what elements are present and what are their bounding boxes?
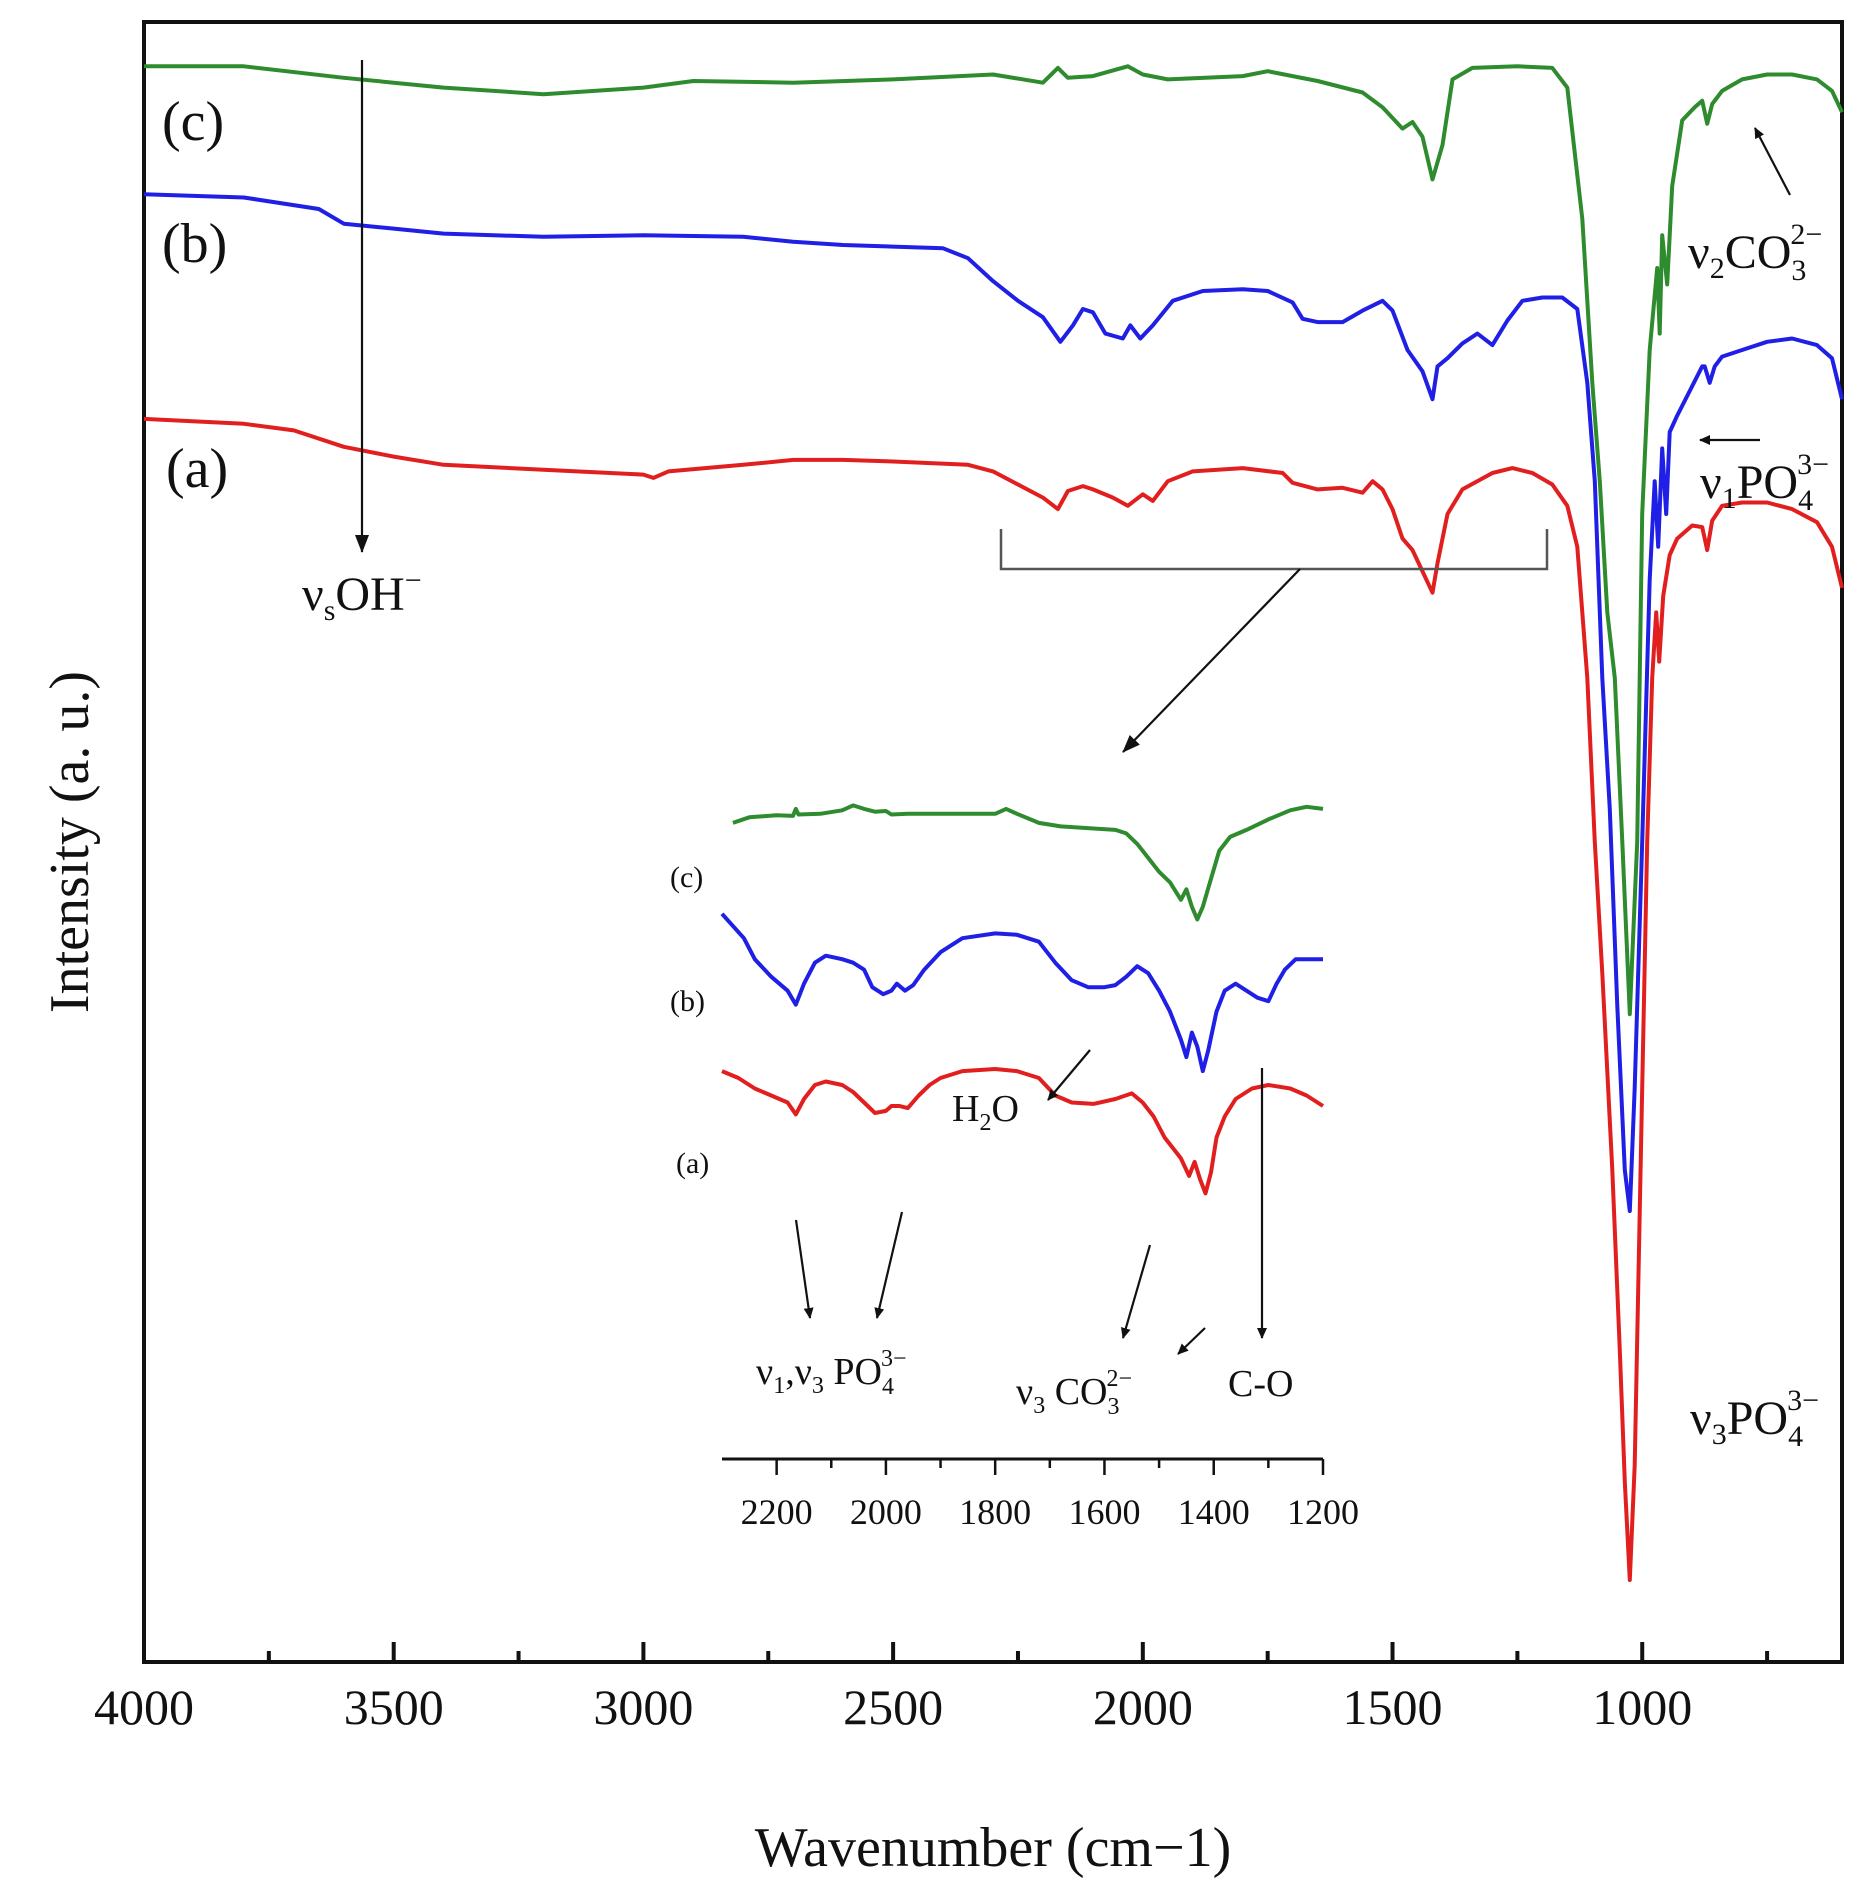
co3-inset-arrow-1 <box>1120 1244 1152 1339</box>
inset-x-tick-label: 1600 <box>1068 1492 1140 1532</box>
inset-label-a: (a) <box>676 1147 709 1180</box>
inset-x-tick-label: 1800 <box>959 1492 1031 1532</box>
x-tick-label: 3500 <box>344 1679 444 1735</box>
x-tick-label: 2500 <box>843 1679 943 1735</box>
inset-label-c: (c) <box>670 861 703 894</box>
curve-label-c: (c) <box>162 91 224 153</box>
main-x-ticks: 4000 3500 3000 2500 2000 1500 1000 <box>94 1642 1770 1735</box>
po1-annotation: ν1PO43− <box>1700 448 1829 517</box>
po-arrow-1 <box>794 1219 814 1319</box>
po-inset-annotation: ν1,ν3 PO43− <box>756 1346 907 1400</box>
co3-inset-arrow-2 <box>1177 1327 1206 1355</box>
inset-pointer-arrow <box>1122 568 1301 753</box>
inset-bracket <box>999 529 1549 571</box>
x-tick-label: 1500 <box>1343 1679 1443 1735</box>
inset-x-tick-label: 2200 <box>741 1492 813 1532</box>
h2o-arrow <box>1047 1049 1091 1101</box>
x-tick-label: 3000 <box>593 1679 693 1735</box>
curve-label-a: (a) <box>166 438 228 500</box>
co3-annotation: ν2CO32− <box>1688 218 1822 287</box>
inset-x-tick-label: 1200 <box>1287 1492 1359 1532</box>
co-annotation: C-O <box>1228 1363 1293 1405</box>
plot-frame <box>142 20 1844 1664</box>
main-series-line-b <box>143 192 1844 1213</box>
po-arrow-2 <box>874 1211 904 1319</box>
oh-annotation: νsOH− <box>302 564 422 627</box>
main-series-line-a <box>143 416 1844 1582</box>
co3-arrow <box>1754 127 1791 196</box>
curve-label-b: (b) <box>162 213 227 275</box>
x-tick-label: 4000 <box>94 1679 194 1735</box>
inset-series-line-a <box>721 1067 1325 1196</box>
inset-series-line-b <box>720 912 1323 1074</box>
po3-annotation: ν3PO43− <box>1690 1384 1819 1453</box>
inset-x-tick-label: 1400 <box>1178 1492 1250 1532</box>
main-series-group <box>143 64 1844 1582</box>
inset-x-ticks: 2200 2000 1800 1600 1400 1200 <box>741 1459 1359 1532</box>
x-tick-label: 1000 <box>1592 1679 1692 1735</box>
y-axis-label: Intensity (a. u.) <box>39 671 101 1013</box>
inset-series-group <box>720 803 1325 1196</box>
inset-series-line-c <box>732 803 1324 922</box>
x-tick-label: 2000 <box>1093 1679 1193 1735</box>
h2o-annotation: H2O <box>952 1088 1019 1136</box>
x-axis-label: Wavenumber (cm−1) <box>755 1817 1231 1879</box>
inset-label-b: (b) <box>670 985 705 1018</box>
co3-inset-annotation: ν3 CO32− <box>1016 1366 1132 1420</box>
main-series-line-c <box>144 64 1844 1017</box>
inset-x-tick-label: 2000 <box>850 1492 922 1532</box>
